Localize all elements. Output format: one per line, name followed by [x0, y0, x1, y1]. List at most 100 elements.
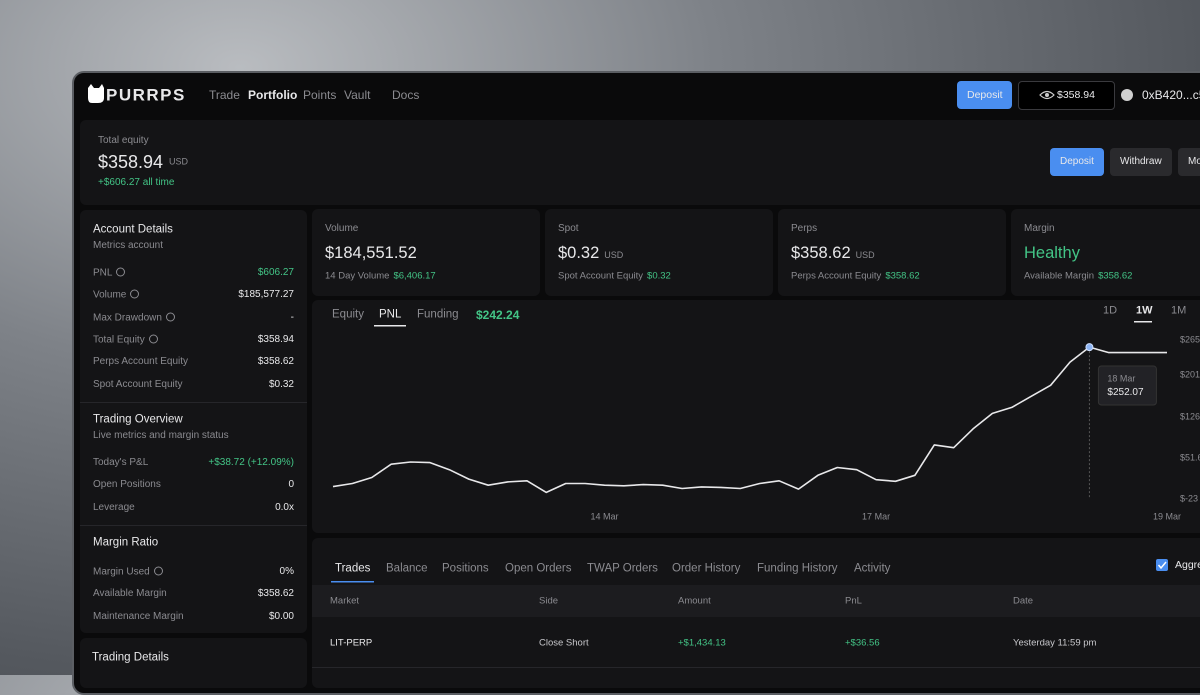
- metric-label: PNL: [93, 268, 125, 279]
- cell: LIT-PERP: [330, 637, 373, 649]
- more-button[interactable]: [1178, 148, 1200, 176]
- metric-value: +$38.72 (+12.09%): [208, 457, 294, 468]
- divider: [80, 402, 307, 403]
- pnl-line: [332, 346, 1167, 494]
- section-subtitle: Live metrics and margin status: [93, 430, 229, 441]
- unit: USD: [169, 156, 189, 167]
- chart-tab[interactable]: PNL: [379, 308, 402, 321]
- column-header: Date: [1013, 595, 1034, 607]
- metric-value: $185,577.27: [238, 289, 294, 301]
- change: +$606.27 all time: [98, 177, 175, 188]
- metric-label: Margin Used: [93, 567, 163, 578]
- check-icon: [1157, 561, 1167, 570]
- button-label: Deposit: [1060, 156, 1094, 167]
- checkbox-label: Aggre: [1175, 558, 1200, 571]
- deposit-button[interactable]: [1050, 148, 1104, 176]
- metric-label: Available Margin: [93, 588, 167, 600]
- table-tab[interactable]: Open Orders: [505, 562, 572, 575]
- unit: USD: [855, 249, 875, 260]
- tooltip-value: $252.07: [1107, 387, 1144, 398]
- card-sub-label: Spot Account Equity $0.32: [558, 270, 671, 282]
- table-tab[interactable]: Funding History: [757, 562, 838, 575]
- metric-value: 0: [288, 479, 294, 491]
- tooltip: [1097, 365, 1157, 406]
- metric-value: $606.27: [257, 267, 294, 278]
- cell: Yesterday 11:59 pm: [1013, 637, 1097, 649]
- metric-label: Total Equity: [93, 334, 158, 345]
- chart-tab[interactable]: Funding: [417, 308, 459, 321]
- card-sub-label: 14 Day Volume $6,406.17: [325, 270, 436, 282]
- metric-label: Perps Account Equity: [93, 356, 189, 368]
- nav-link[interactable]: Vault: [344, 88, 371, 102]
- metric-label: Max Drawdown: [93, 312, 175, 323]
- card-panel: [1011, 209, 1200, 296]
- metric-value: $358.62: [257, 356, 294, 368]
- table-header-row: [312, 585, 1200, 617]
- column-header: Market: [330, 595, 360, 607]
- card-panel: [545, 209, 773, 296]
- balance-button[interactable]: [1018, 81, 1115, 110]
- nav-link[interactable]: Points: [303, 88, 337, 102]
- tab-underline: [374, 325, 406, 327]
- card-sub-value: $358.62: [1098, 270, 1133, 282]
- wallet-address: 0xB420...c5: [1142, 88, 1200, 102]
- table-tab[interactable]: Activity: [854, 562, 891, 575]
- point: [1085, 343, 1094, 352]
- y-tick-label: $201: [1180, 369, 1200, 380]
- nav-link[interactable]: Portfolio: [248, 88, 298, 102]
- metric-label: Volume: [93, 290, 139, 301]
- section-title: Margin Ratio: [93, 536, 159, 549]
- table-tab[interactable]: Positions: [442, 562, 489, 575]
- card-label: Perps: [791, 223, 818, 234]
- balance: $358.94: [1057, 88, 1095, 101]
- brand: PURRPS: [106, 85, 186, 105]
- card-value: $358.62 USD: [791, 243, 875, 262]
- section-title: Account Details: [93, 223, 173, 236]
- nav-link[interactable]: Docs: [392, 88, 420, 102]
- range-underline: [1134, 321, 1152, 323]
- y-tick-label: $51.6: [1180, 452, 1200, 463]
- chart-headline: $242.24: [476, 308, 520, 322]
- label: Total equity: [98, 135, 149, 146]
- section-subtitle: Metrics account: [93, 240, 164, 251]
- range-button[interactable]: 1M: [1171, 304, 1187, 317]
- card-value: Healthy: [1024, 243, 1080, 262]
- metric-label: Leverage: [93, 501, 135, 513]
- eye-icon: [1039, 90, 1055, 100]
- table-tab[interactable]: Trades: [335, 562, 371, 575]
- cell: +$1,434.13: [678, 637, 726, 649]
- table-tab[interactable]: Order History: [672, 562, 741, 575]
- section-title: Trading Details: [92, 651, 169, 664]
- checkbox[interactable]: [1156, 559, 1168, 571]
- chart-tab[interactable]: Equity: [332, 308, 364, 321]
- section-title: Trading Overview: [93, 413, 183, 426]
- x-tick-label: 17 Mar: [862, 511, 891, 522]
- body: (() => { const data = JSON.parse(documen…: [0, 0, 1200, 675]
- total-equity: $358.94: [98, 152, 164, 172]
- metric-label: Today's P&L: [93, 457, 149, 468]
- range-button[interactable]: 1W: [1136, 304, 1153, 317]
- table-tab[interactable]: Balance: [386, 562, 428, 575]
- nav-link[interactable]: Trade: [209, 88, 240, 102]
- metric-value: $0.32: [268, 378, 294, 390]
- metric-label: Maintenance Margin: [93, 610, 184, 622]
- metric-value: 0.0x: [275, 501, 294, 513]
- deposit-button[interactable]: [957, 81, 1012, 109]
- column-header: PnL: [845, 595, 862, 607]
- overlay: [88, 84, 1167, 583]
- column-header: Amount: [678, 595, 711, 607]
- card-sub-label: Available Margin $358.62: [1024, 270, 1133, 282]
- eye-icon: [1045, 93, 1049, 97]
- metric-label: Open Positions: [93, 479, 161, 491]
- range-button[interactable]: 1D: [1103, 304, 1118, 317]
- sidebar-panel: [80, 210, 307, 633]
- cell: Close Short: [539, 637, 589, 649]
- y-tick-label: $265: [1180, 334, 1200, 345]
- card-value: $0.32 USD: [558, 243, 624, 262]
- divider: [80, 525, 307, 526]
- row-divider: [312, 667, 1200, 668]
- y-tick-label: $-23: [1180, 493, 1199, 504]
- withdraw-button[interactable]: [1110, 148, 1172, 176]
- card-panel: [312, 209, 540, 296]
- table-tab[interactable]: TWAP Orders: [587, 562, 658, 575]
